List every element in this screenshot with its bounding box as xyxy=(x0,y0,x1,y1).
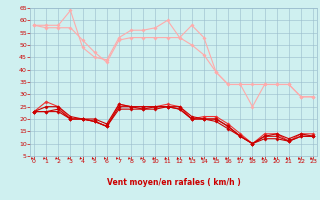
X-axis label: Vent moyen/en rafales ( km/h ): Vent moyen/en rafales ( km/h ) xyxy=(107,178,240,187)
